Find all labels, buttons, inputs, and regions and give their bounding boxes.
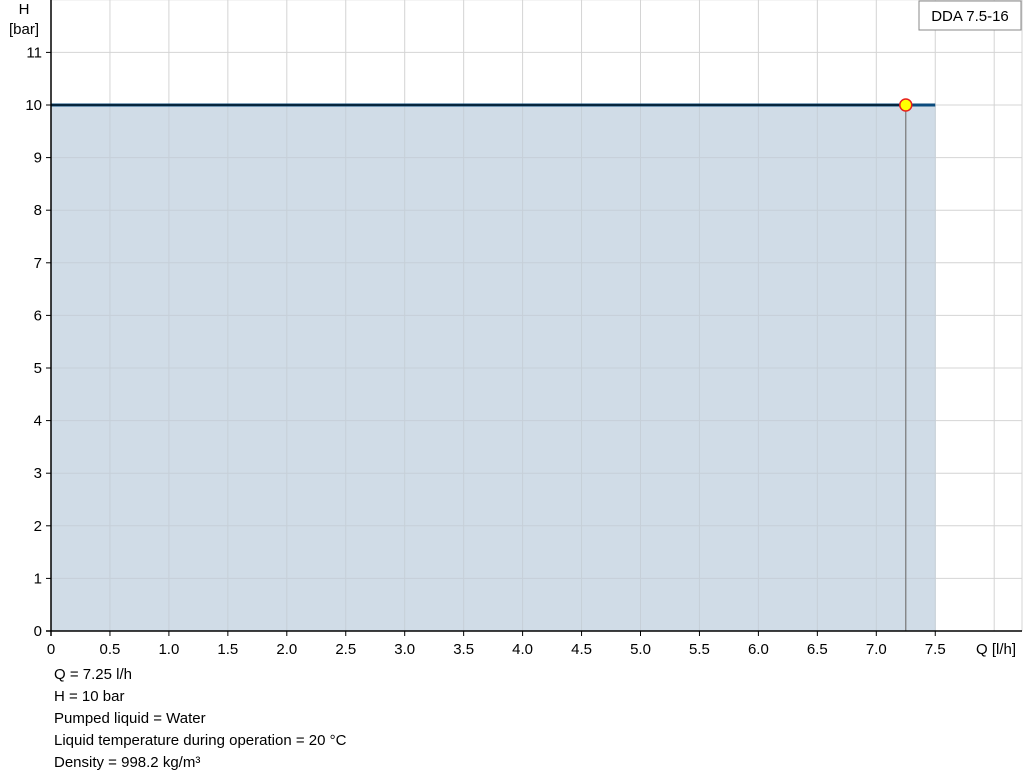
y-tick-label: 0 [34, 623, 42, 640]
x-tick-label: 0.5 [100, 641, 121, 658]
x-tick-label: 1.5 [217, 641, 238, 658]
y-tick-label: 8 [34, 202, 42, 219]
info-temperature: Liquid temperature during operation = 20… [54, 732, 347, 749]
x-tick-label: 4.0 [512, 641, 533, 658]
x-tick-label: 2.5 [335, 641, 356, 658]
x-tick-label: 5.0 [630, 641, 651, 658]
y-tick-label: 10 [25, 97, 42, 114]
y-tick-label: 11 [26, 44, 42, 61]
legend-box [918, 0, 1022, 31]
operating-point [899, 98, 913, 112]
y-axis-label: H [19, 1, 30, 18]
x-tick-label: 6.0 [748, 641, 769, 658]
x-tick-label: 3.0 [394, 641, 415, 658]
x-tick-label: 2.0 [276, 641, 297, 658]
info-liquid: Pumped liquid = Water [54, 710, 206, 727]
y-tick-label: 6 [34, 307, 42, 324]
info-density: Density = 998.2 kg/m³ [54, 754, 201, 771]
x-tick-label: 5.5 [689, 641, 710, 658]
legend-label: DDA 7.5-16 [931, 8, 1009, 25]
y-axis-unit: [bar] [9, 21, 39, 38]
x-tick-label: 4.5 [571, 641, 592, 658]
x-axis-label: Q [l/h] [976, 641, 1016, 658]
y-tick-label: 1 [34, 570, 42, 587]
y-tick-label: 4 [34, 413, 42, 430]
info-flow: Q = 7.25 l/h [54, 666, 132, 683]
x-tick-label: 6.5 [807, 641, 828, 658]
y-tick-label: 7 [34, 255, 42, 272]
x-tick-label: 7.5 [925, 641, 946, 658]
info-head: H = 10 bar [54, 688, 125, 705]
x-tick-label: 7.0 [866, 641, 887, 658]
x-tick-label: 1.0 [158, 641, 179, 658]
y-tick-label: 2 [34, 518, 42, 535]
x-tick-label: 3.5 [453, 641, 474, 658]
operating-info: Q = 7.25 l/h H = 10 bar Pumped liquid = … [54, 664, 346, 774]
y-tick-label: 5 [34, 360, 42, 377]
x-tick-label: 0 [47, 641, 55, 658]
y-tick-label: 3 [34, 465, 42, 482]
y-tick-label: 9 [34, 150, 42, 167]
